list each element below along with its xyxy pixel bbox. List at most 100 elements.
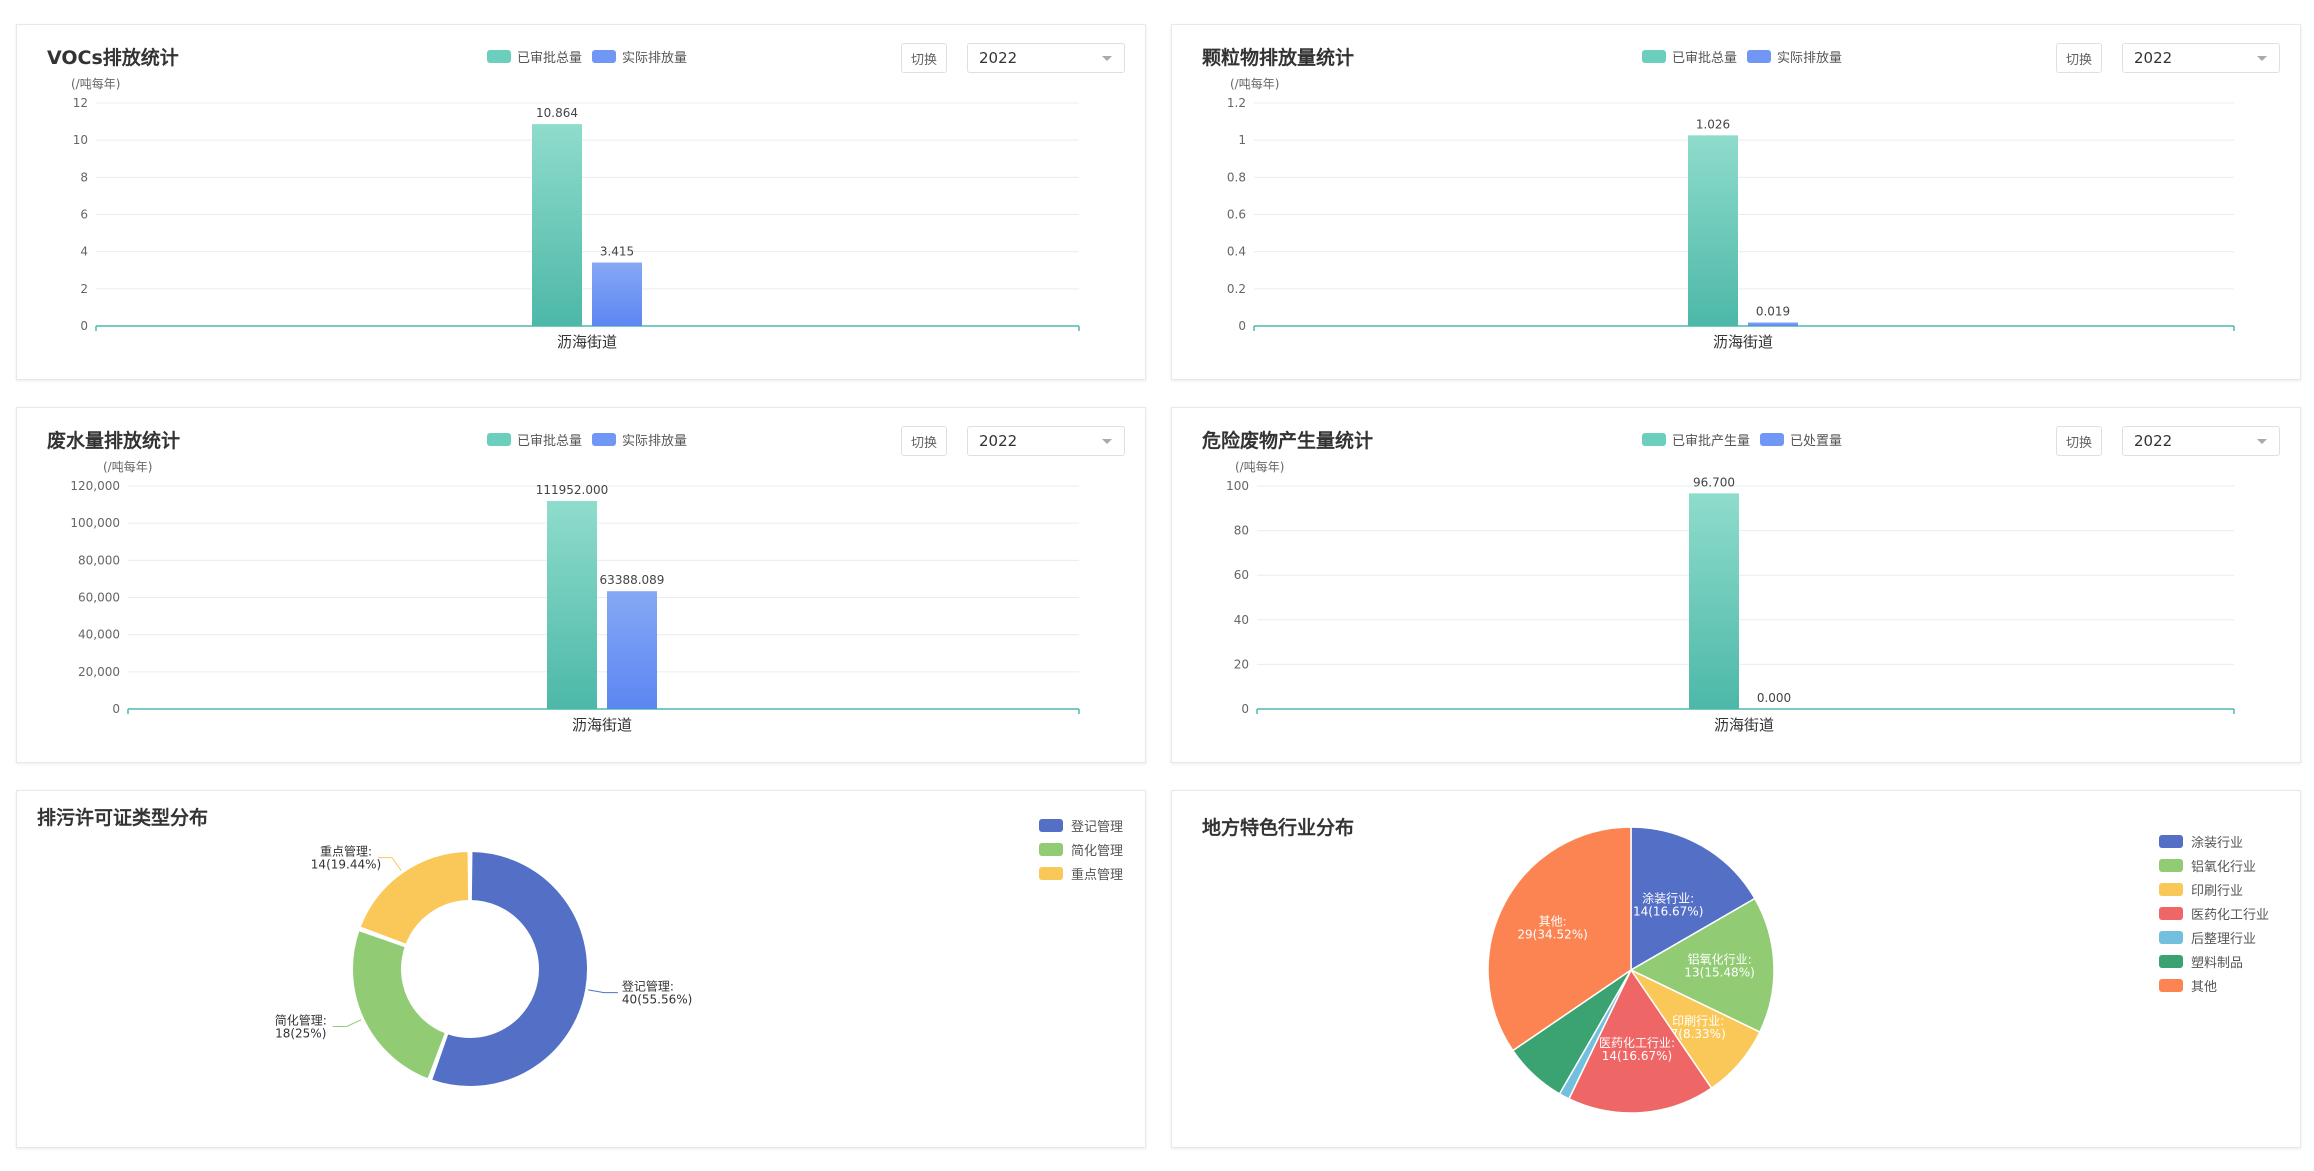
- legend-swatch: [2159, 882, 2183, 896]
- bar-actual[interactable]: [607, 591, 657, 709]
- wastewater-switch-button[interactable]: 切换: [901, 426, 947, 456]
- particulate-year-select[interactable]: 2022: [2122, 43, 2280, 73]
- chevron-down-icon: [2257, 439, 2267, 444]
- permit-legend: 登记管理 简化管理 重点管理: [1039, 813, 1123, 885]
- legend-item-actual[interactable]: 实际排放量: [592, 430, 687, 449]
- legend-item-plastics[interactable]: 塑料制品: [2159, 949, 2269, 973]
- y-tick-label: 40: [1234, 613, 1249, 627]
- y-tick-label: 60,000: [78, 591, 120, 605]
- permit-donut-chart: 登记管理:40(55.56%) 简化管理:18(25%) 重点管理:14(19.44…: [275, 844, 692, 1088]
- slice-label: 印刷行业:: [1672, 1014, 1724, 1028]
- slice-value-label: 40(55.56%): [622, 993, 692, 1007]
- bar-actual[interactable]: [1748, 322, 1798, 326]
- legend-item-coating[interactable]: 涂装行业: [2159, 829, 2269, 853]
- legend-item-registration[interactable]: 登记管理: [1039, 813, 1123, 837]
- vocs-switch-button[interactable]: 切换: [901, 43, 947, 73]
- legend-swatch: [1039, 842, 1063, 856]
- particulate-title: 颗粒物排放量统计: [1202, 47, 1355, 69]
- vocs-year-select[interactable]: 2022: [967, 43, 1125, 73]
- legend-item-pharma-chemical[interactable]: 医药化工行业: [2159, 901, 2269, 925]
- particulate-panel: 颗粒物排放量统计 (/吨每年) 已审批总量 实际排放量 切换 2022 0 0.2…: [1171, 24, 2301, 380]
- pie-slice[interactable]: [1487, 826, 1632, 1052]
- y-tick-label: 20: [1234, 657, 1249, 671]
- vocs-unit: (/吨每年): [71, 77, 121, 91]
- donut-slice[interactable]: [351, 929, 447, 1081]
- y-tick-label: 120,000: [70, 479, 120, 493]
- y-tick-label: 12: [73, 96, 88, 110]
- slice-value-label: 14(19.44%): [311, 858, 381, 872]
- industry-panel: 地方特色行业分布 涂装行业 铝氧化行业 印刷行业 医药化工行业 后整理行业 塑料…: [1171, 790, 2301, 1148]
- y-tick-label: 2: [80, 282, 88, 296]
- wastewater-unit: (/吨每年): [103, 460, 153, 474]
- pie-slice[interactable]: [1567, 968, 1713, 1114]
- donut-slice[interactable]: [358, 850, 471, 946]
- slice-label: 涂装行业:: [1642, 891, 1694, 906]
- hazardous-year-select[interactable]: 2022: [2122, 426, 2280, 456]
- bar-approved[interactable]: [1688, 135, 1738, 326]
- particulate-bar-chart: 0 0.2 0.4 0.6 0.8 1 1.2 1.026 0.019 沥海街道: [1227, 96, 2235, 351]
- y-tick-label: 0.8: [1227, 170, 1246, 184]
- bar-approved[interactable]: [547, 500, 597, 709]
- y-tick-label: 80: [1234, 524, 1249, 538]
- legend-swatch: [487, 50, 511, 63]
- slice-label: 其他:: [1539, 915, 1567, 929]
- legend-swatch: [2159, 906, 2183, 920]
- particulate-switch-button[interactable]: 切换: [2056, 43, 2102, 73]
- wastewater-legend: 已审批总量 实际排放量: [487, 430, 687, 449]
- bar-approved[interactable]: [532, 124, 582, 327]
- legend-swatch: [2159, 930, 2183, 944]
- legend-swatch: [1747, 50, 1772, 63]
- slice-label: 医药化工行业:: [1599, 1036, 1675, 1050]
- chevron-down-icon: [2257, 56, 2267, 61]
- permit-panel: 排污许可证类型分布 登记管理 简化管理 重点管理 登记管理: 40(55.56%)…: [16, 790, 1146, 1148]
- legend-item-actual[interactable]: 实际排放量: [1747, 47, 1842, 66]
- label-leader-line: [332, 1019, 362, 1027]
- donut-slice[interactable]: [430, 850, 589, 1088]
- legend-item-actual[interactable]: 实际排放量: [592, 47, 687, 66]
- legend-swatch: [2159, 858, 2183, 872]
- particulate-legend: 已审批总量 实际排放量: [1642, 47, 1842, 66]
- legend-item-aluminum-oxidation[interactable]: 铝氧化行业: [2159, 853, 2269, 877]
- y-tick-label: 40,000: [78, 628, 120, 642]
- chevron-down-icon: [1102, 56, 1112, 61]
- legend-item-approved-generation[interactable]: 已审批产生量: [1642, 430, 1750, 449]
- bar-value-label: 0.000: [1757, 691, 1791, 705]
- bar-approved[interactable]: [1689, 493, 1739, 709]
- slice-label: 铝氧化行业:: [1688, 952, 1752, 967]
- legend-item-key[interactable]: 重点管理: [1039, 861, 1123, 885]
- legend-swatch: [1039, 818, 1063, 832]
- slice-label: 登记管理:: [622, 979, 674, 994]
- vocs-legend: 已审批总量 实际排放量: [487, 47, 687, 66]
- legend-item-approved[interactable]: 已审批总量: [1642, 47, 1737, 66]
- legend-swatch: [1039, 866, 1063, 880]
- legend-item-finishing[interactable]: 后整理行业: [2159, 925, 2269, 949]
- y-tick-label: 20,000: [78, 665, 120, 679]
- pie-slice[interactable]: [1629, 897, 1775, 1034]
- hazardous-switch-button[interactable]: 切换: [2056, 426, 2102, 456]
- y-tick-label: 6: [80, 208, 88, 222]
- slice-label: 简化管理:: [275, 1012, 327, 1027]
- slice-label: 重点管理:: [320, 844, 372, 859]
- legend-item-other[interactable]: 其他: [2159, 973, 2269, 997]
- legend-item-simplified[interactable]: 简化管理: [1039, 837, 1123, 861]
- pie-slice[interactable]: [1630, 826, 1756, 972]
- wastewater-year-select[interactable]: 2022: [967, 426, 1125, 456]
- bar-value-label: 63388.089: [600, 573, 665, 587]
- bar-value-label: 0.019: [1756, 304, 1790, 318]
- y-tick-label: 0: [80, 319, 88, 333]
- bar-value-label: 3.415: [600, 245, 634, 259]
- legend-item-printing[interactable]: 印刷行业: [2159, 877, 2269, 901]
- slice-value-label: 14(16.67%): [1602, 1049, 1672, 1063]
- legend-item-approved[interactable]: 已审批总量: [487, 47, 582, 66]
- industry-pie-chart: 涂装行业: 14(16.67%) 铝氧化行业:13(15.48%) 印刷行业:7(8.…: [1487, 826, 1775, 1114]
- wastewater-bar-chart: 0 20,000 40,000 60,000 80,000 100,000 120,000 1…: [70, 479, 1080, 734]
- x-tick-label: 沥海街道: [557, 333, 617, 351]
- y-tick-label: 80,000: [78, 553, 120, 567]
- slice-value-label: 13(15.48%): [1684, 966, 1754, 980]
- legend-item-approved[interactable]: 已审批总量: [487, 430, 582, 449]
- slice-value-label: 7(8.33%): [1671, 1027, 1726, 1041]
- legend-item-disposed[interactable]: 已处置量: [1760, 430, 1842, 449]
- bar-actual[interactable]: [592, 262, 642, 326]
- legend-swatch: [1642, 433, 1666, 446]
- x-tick-label: 沥海街道: [1714, 716, 1774, 734]
